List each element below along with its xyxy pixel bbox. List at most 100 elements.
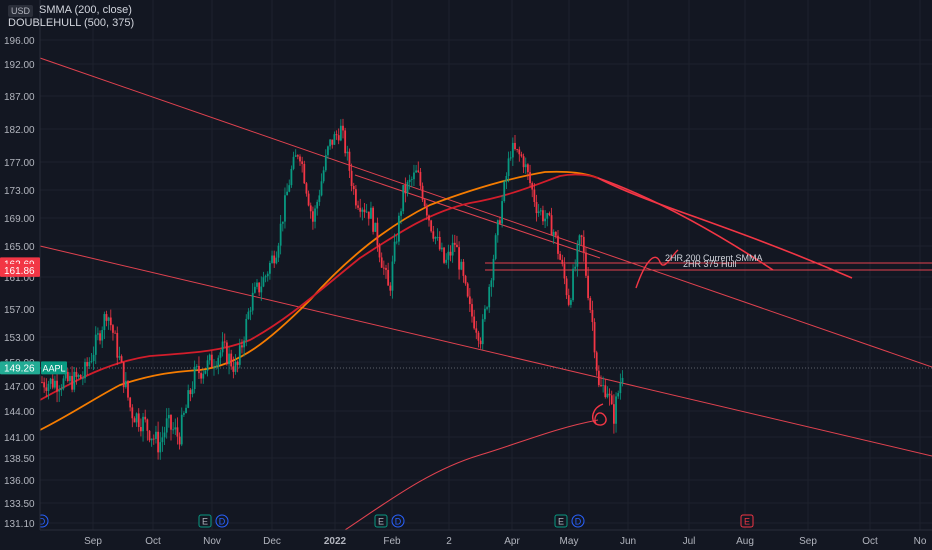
candle-body[interactable] <box>563 264 566 279</box>
candle-body[interactable] <box>505 175 508 182</box>
candle-body[interactable] <box>118 356 121 358</box>
candle-body[interactable] <box>539 210 542 212</box>
candle-body[interactable] <box>484 308 486 320</box>
candle-body[interactable] <box>286 191 288 196</box>
candle-body[interactable] <box>322 170 325 182</box>
currency-badge[interactable]: USD <box>8 4 34 17</box>
candle-body[interactable] <box>561 259 564 265</box>
candle-body[interactable] <box>554 231 557 236</box>
candle-body[interactable] <box>522 156 525 168</box>
candle-body[interactable] <box>247 311 250 319</box>
candle-body[interactable] <box>159 442 162 453</box>
candle-body[interactable] <box>189 390 192 395</box>
candle-body[interactable] <box>606 393 609 398</box>
candle-body[interactable] <box>443 247 445 263</box>
candle-body[interactable] <box>535 202 538 214</box>
candle-body[interactable] <box>81 378 84 380</box>
candle-body[interactable] <box>150 438 153 441</box>
candle-body[interactable] <box>165 418 168 433</box>
candle-body[interactable] <box>507 158 510 176</box>
candle-body[interactable] <box>344 130 347 154</box>
candle-body[interactable] <box>361 209 364 212</box>
candle-body[interactable] <box>402 185 405 212</box>
candle-body[interactable] <box>230 353 233 367</box>
candle-body[interactable] <box>324 155 327 171</box>
candle-body[interactable] <box>363 209 366 213</box>
candle-body[interactable] <box>582 236 585 253</box>
candle-body[interactable] <box>352 186 355 190</box>
candle-body[interactable] <box>413 172 415 180</box>
candle-body[interactable] <box>223 341 226 343</box>
candle-body[interactable] <box>238 345 241 365</box>
candle-body[interactable] <box>56 380 58 392</box>
candle-body[interactable] <box>559 253 562 260</box>
candle-body[interactable] <box>597 370 600 386</box>
candle-body[interactable] <box>73 371 76 390</box>
candle-body[interactable] <box>548 213 551 216</box>
candle-body[interactable] <box>430 220 433 232</box>
candle-body[interactable] <box>490 280 493 287</box>
candle-body[interactable] <box>275 257 278 264</box>
candle-body[interactable] <box>152 438 155 440</box>
candle-body[interactable] <box>137 413 140 428</box>
candle-body[interactable] <box>51 378 54 388</box>
candle-body[interactable] <box>305 183 308 194</box>
candle-body[interactable] <box>475 328 478 333</box>
candle-body[interactable] <box>359 207 362 212</box>
candlestick-series[interactable] <box>41 118 624 460</box>
candle-body[interactable] <box>103 314 106 331</box>
candle-body[interactable] <box>191 389 194 395</box>
candle-body[interactable] <box>221 341 224 353</box>
candle-body[interactable] <box>496 220 499 236</box>
candle-body[interactable] <box>367 211 370 219</box>
candle-body[interactable] <box>129 397 132 408</box>
candle-body[interactable] <box>258 282 261 293</box>
candle-body[interactable] <box>468 296 471 305</box>
candle-body[interactable] <box>570 300 572 305</box>
candle-body[interactable] <box>185 407 187 414</box>
candle-body[interactable] <box>419 171 422 186</box>
candle-body[interactable] <box>391 261 394 291</box>
trendline-drawings[interactable] <box>39 57 932 457</box>
candle-body[interactable] <box>112 325 114 333</box>
candle-body[interactable] <box>193 366 196 390</box>
candle-body[interactable] <box>140 427 142 432</box>
candle-body[interactable] <box>84 362 86 379</box>
candle-body[interactable] <box>447 251 450 260</box>
trend-line[interactable] <box>39 57 932 368</box>
candle-body[interactable] <box>58 390 61 392</box>
candle-body[interactable] <box>320 181 323 196</box>
candle-body[interactable] <box>518 149 521 155</box>
candle-body[interactable] <box>615 396 617 424</box>
candle-body[interactable] <box>281 221 284 224</box>
candle-body[interactable] <box>266 273 269 277</box>
candle-body[interactable] <box>195 365 198 367</box>
candle-body[interactable] <box>172 429 175 431</box>
candle-body[interactable] <box>135 413 138 423</box>
candle-body[interactable] <box>456 244 458 248</box>
candle-body[interactable] <box>514 142 516 150</box>
candle-body[interactable] <box>492 258 495 281</box>
candle-body[interactable] <box>460 261 463 270</box>
candle-body[interactable] <box>92 354 95 362</box>
candle-body[interactable] <box>176 427 179 437</box>
candle-body[interactable] <box>122 362 125 388</box>
candle-body[interactable] <box>234 361 237 372</box>
candle-body[interactable] <box>591 309 594 323</box>
candle-body[interactable] <box>458 247 460 270</box>
candle-body[interactable] <box>376 222 379 246</box>
candle-body[interactable] <box>279 223 282 246</box>
candle-body[interactable] <box>449 251 452 256</box>
candle-body[interactable] <box>604 385 607 398</box>
candle-body[interactable] <box>290 168 293 186</box>
candle-body[interactable] <box>303 163 306 184</box>
candle-body[interactable] <box>393 241 396 262</box>
candle-body[interactable] <box>557 235 559 254</box>
candle-body[interactable] <box>529 172 531 184</box>
candle-body[interactable] <box>404 185 407 194</box>
candle-body[interactable] <box>619 382 622 394</box>
candle-body[interactable] <box>251 292 254 311</box>
candle-body[interactable] <box>389 285 392 291</box>
candle-body[interactable] <box>226 342 228 365</box>
candle-body[interactable] <box>565 278 568 296</box>
